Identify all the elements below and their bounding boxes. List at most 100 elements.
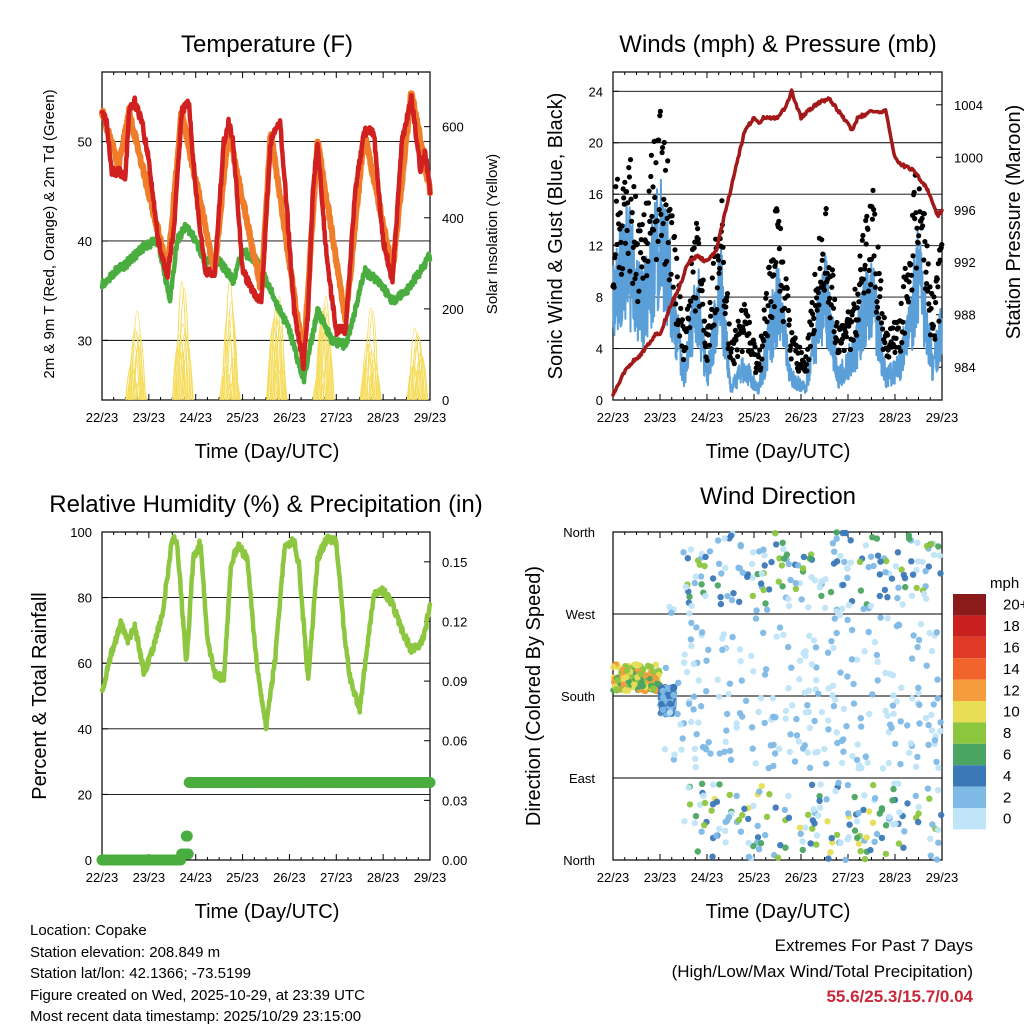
gust-point: [761, 307, 767, 313]
gust-point: [876, 270, 882, 277]
gust-point: [878, 320, 885, 326]
gust-point: [618, 271, 625, 277]
gust-point: [914, 225, 920, 231]
gust-point: [645, 200, 652, 206]
gust-point: [830, 305, 837, 311]
gust-point: [668, 271, 674, 277]
dir-ytick-label: West: [566, 607, 596, 622]
wind-direction-point: [621, 687, 629, 694]
gust-point: [702, 343, 709, 350]
gust-point: [648, 173, 654, 180]
gust-point: [911, 189, 917, 195]
gust-point: [717, 265, 723, 272]
wind-direction-point: [874, 552, 882, 559]
gust-point: [925, 261, 931, 267]
wind-direction-point: [726, 747, 734, 754]
gust-point: [814, 295, 820, 301]
pressure-ytick-label: 988: [954, 308, 976, 323]
wind-direction-point: [725, 814, 733, 821]
solar-insolation-trace: [133, 334, 146, 401]
wind-direction-point: [726, 791, 733, 799]
wind-direction-point: [800, 650, 807, 657]
wind-direction-point: [697, 703, 705, 710]
wind-direction-point: [771, 750, 779, 757]
station-info: Location: Copake Station elevation: 208.…: [30, 920, 365, 1028]
wind-ytick-label: 8: [596, 290, 603, 305]
wind-direction-point: [869, 691, 876, 698]
wind-direction-point: [936, 552, 943, 559]
wind-direction-point: [915, 690, 922, 697]
gust-point: [913, 210, 919, 216]
wind-direction-point: [670, 756, 678, 763]
wind-direction-point: [688, 718, 695, 726]
gust-point: [900, 319, 906, 325]
wind-direction-point: [829, 692, 836, 699]
gust-point: [855, 317, 861, 323]
rh-xtick-label: 28/23: [367, 870, 400, 885]
wind-direction-point: [736, 646, 744, 653]
legend-label: 2: [1003, 789, 1011, 806]
wind-direction-point: [623, 667, 631, 674]
wind-direction-point: [610, 663, 617, 671]
wind-direction-point: [883, 557, 890, 565]
gust-point: [626, 174, 633, 180]
gust-point: [789, 330, 795, 336]
gust-point: [763, 290, 770, 297]
legend-label: 14: [1003, 661, 1020, 678]
dir-xtick-label: 27/23: [832, 870, 865, 885]
wind-direction-point: [817, 804, 824, 812]
gust-point: [631, 184, 637, 190]
gust-point: [757, 347, 763, 353]
wind-direction-point: [915, 803, 922, 811]
wind-direction-point: [714, 537, 722, 544]
wind-direction-point: [646, 675, 654, 682]
gust-point: [878, 278, 884, 284]
wind-direction-point: [840, 705, 848, 712]
wind-direction-point: [900, 844, 907, 851]
wind-direction-point: [735, 816, 743, 824]
wind-direction-point: [804, 702, 811, 709]
wind-direction-point: [882, 850, 890, 858]
wind-direction-point: [727, 756, 735, 763]
wind-xtick-label: 22/23: [597, 410, 630, 425]
wind-direction-point: [925, 741, 932, 748]
rh-ytick-label: 60: [78, 656, 92, 671]
wind-direction-point: [846, 821, 853, 828]
wind-direction-point: [915, 684, 922, 691]
wind-direction-point: [850, 680, 857, 688]
temp-xtick-label: 29/23: [414, 410, 447, 425]
wind-direction-point: [897, 760, 904, 768]
gust-point: [741, 329, 747, 335]
gust-point: [765, 303, 771, 309]
temp-xtick-label: 23/23: [133, 410, 166, 425]
wind-direction-point: [785, 602, 793, 610]
wind-direction-point: [686, 593, 693, 600]
legend-swatch: [953, 679, 986, 701]
gust-point: [647, 230, 653, 236]
wind-direction-point: [817, 781, 824, 788]
wind-direction-point: [692, 755, 699, 762]
wind-direction-point: [845, 810, 852, 817]
wind-direction-point: [899, 601, 906, 608]
extremes-values: 55.6/25.3/15.7/0.04: [826, 987, 973, 1006]
gust-point: [728, 346, 735, 352]
gust-point: [634, 241, 640, 247]
wind-direction-point: [913, 584, 920, 592]
gust-point: [745, 313, 751, 319]
wind-direction-point: [879, 765, 887, 772]
gust-point: [633, 193, 639, 199]
wind-direction-point: [806, 555, 813, 562]
gust-point: [937, 257, 943, 263]
wind-xtick-label: 24/23: [691, 410, 724, 425]
wind-direction-point: [882, 569, 889, 576]
gust-point: [692, 308, 698, 314]
wind-direction-point: [796, 676, 803, 683]
wind-direction-point: [623, 674, 630, 681]
wind-direction-point: [796, 657, 804, 664]
wind-xtick-label: 25/23: [738, 410, 771, 425]
gust-point: [838, 340, 845, 346]
wind-direction-point: [762, 666, 770, 673]
wind-direction-point: [701, 799, 709, 807]
wind-direction-point: [637, 670, 645, 677]
solar-insolation-trace: [415, 356, 429, 401]
